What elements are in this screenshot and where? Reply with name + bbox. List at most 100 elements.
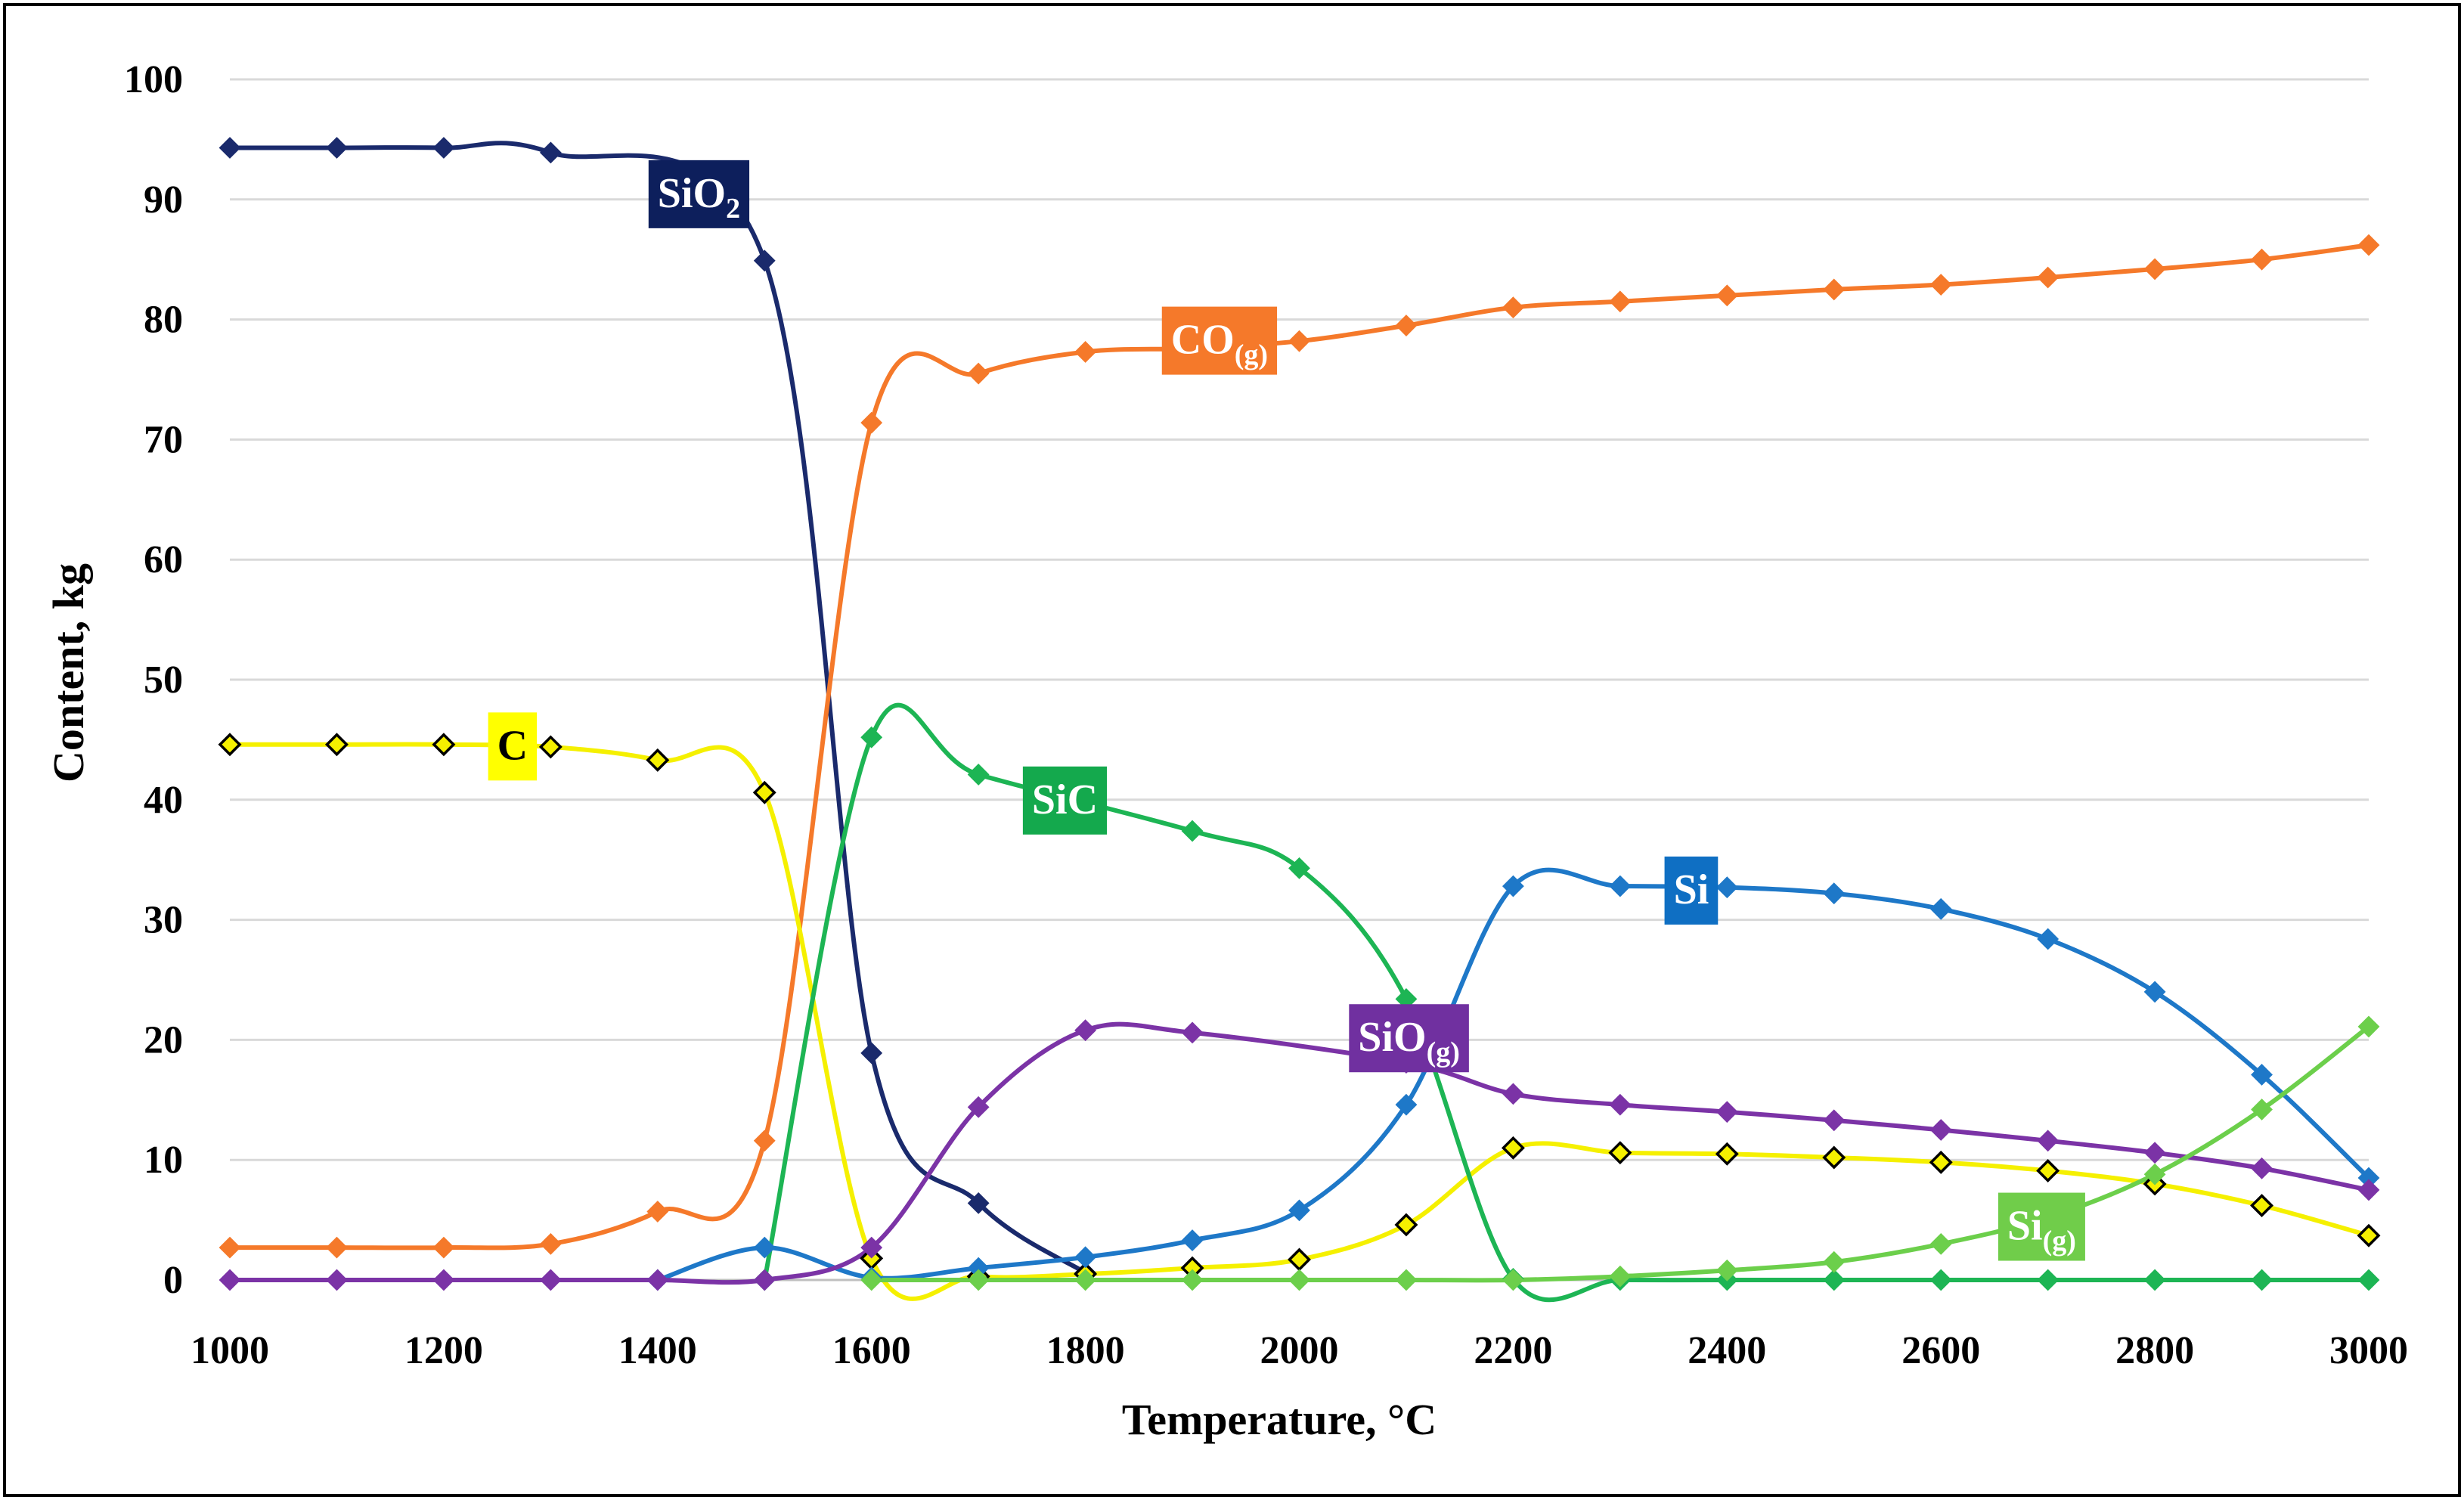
marker-si [1395, 1093, 1418, 1116]
marker-sic [1823, 1269, 1846, 1291]
series-line-sio2 [228, 141, 1088, 1275]
y-tick-label: 10 [144, 1139, 183, 1182]
marker-sio2 [432, 137, 455, 159]
marker-sio2 [967, 1192, 990, 1214]
marker-c [1608, 1141, 1632, 1165]
x-tick-label: 1000 [191, 1329, 269, 1372]
marker-si-g [860, 1269, 883, 1291]
series-label-box [1664, 856, 1719, 925]
marker-co-g [2037, 266, 2060, 289]
marker-si [1288, 1199, 1310, 1222]
series-label-si-g: Si(g) [1998, 1192, 2085, 1261]
marker-sio2 [753, 249, 776, 272]
marker-si-g [2143, 1163, 2166, 1185]
marker-c [2036, 1159, 2060, 1182]
marker-co-g [539, 1232, 562, 1255]
series-line-si [655, 867, 2371, 1282]
y-tick-label: 40 [144, 779, 183, 822]
series-line-si-g [869, 1024, 2371, 1283]
y-tick-label: 70 [144, 418, 183, 461]
marker-c [1501, 1136, 1525, 1160]
marker-c [1929, 1150, 1953, 1174]
marker-sio-g [219, 1269, 241, 1291]
series-label-text: C [497, 722, 528, 769]
marker-sio-g [539, 1269, 562, 1291]
marker-sio-g [2143, 1142, 2166, 1164]
marker-co-g [646, 1201, 669, 1223]
series-label-text: Si [1674, 866, 1709, 913]
series-markers [218, 137, 2381, 1291]
series-label-text: SiC [1032, 776, 1098, 823]
series-label-box [1998, 1192, 2085, 1261]
series-label-sio-g: SiO(g) [1349, 1004, 1469, 1073]
series-line-sio-g [228, 1021, 2371, 1285]
marker-sio-g [646, 1269, 669, 1291]
marker-sio-g [1181, 1021, 1204, 1044]
marker-sic [967, 764, 990, 786]
marker-si-g [967, 1269, 990, 1291]
y-tick-label: 100 [124, 58, 183, 101]
tick-labels: 0 10 20 30 40 50 60 70 80 90 100 1000 1200 1400 1600 18… [124, 58, 2408, 1372]
x-tick-label: 1200 [404, 1329, 483, 1372]
marker-sio-g [2037, 1130, 2060, 1152]
marker-c [1715, 1142, 1739, 1166]
marker-sio-g [1502, 1083, 1524, 1105]
chart-frame [3, 3, 2461, 1497]
marker-si-g [1395, 1269, 1418, 1291]
marker-si-g [1609, 1265, 1632, 1288]
marker-sio-g [1929, 1119, 1952, 1141]
marker-sic [2251, 1269, 2273, 1291]
marker-sio-g [860, 1236, 883, 1259]
y-tick-label: 20 [144, 1018, 183, 1061]
marker-si-g [2251, 1099, 2273, 1120]
marker-co-g [1609, 290, 1632, 313]
x-tick-label: 2800 [2115, 1329, 2194, 1372]
marker-co-g [1502, 296, 1524, 319]
y-tick-label: 60 [144, 538, 183, 581]
marker-si-g [1929, 1232, 1952, 1255]
marker-si-g [1502, 1269, 1524, 1291]
marker-si-g [1181, 1269, 1204, 1291]
series-label-text: CO(g) [1171, 317, 1268, 371]
x-tick-label: 1800 [1046, 1329, 1125, 1372]
marker-c [324, 733, 349, 757]
x-tick-label: 3000 [2329, 1329, 2408, 1372]
marker-sio-g [326, 1269, 348, 1291]
marker-si-g [2357, 1015, 2380, 1038]
marker-sic [1929, 1269, 1952, 1291]
x-tick-label: 2600 [1901, 1329, 1980, 1372]
marker-si [2251, 1064, 2273, 1086]
marker-c [1822, 1145, 1846, 1170]
series-label-si: Si [1664, 856, 1719, 925]
marker-sic [2037, 1269, 2060, 1291]
marker-c [538, 735, 563, 759]
marker-sic [1288, 857, 1310, 879]
x-tick-label: 1400 [618, 1329, 697, 1372]
marker-sio-g [2357, 1179, 2380, 1201]
marker-co-g [2251, 248, 2273, 271]
marker-sio-g [753, 1269, 776, 1291]
marker-sio-g [2251, 1157, 2273, 1179]
marker-co-g [2143, 258, 2166, 280]
marker-co-g [860, 411, 883, 434]
marker-c [1394, 1213, 1418, 1237]
marker-co-g [1074, 341, 1097, 363]
marker-sio-g [1716, 1101, 1738, 1123]
marker-sic [860, 726, 883, 748]
marker-si [1181, 1229, 1204, 1252]
marker-co-g [326, 1236, 348, 1259]
marker-si-g [1716, 1259, 1738, 1282]
marker-si-g [1288, 1269, 1310, 1291]
marker-si [2037, 928, 2060, 950]
series-label-box [1349, 1004, 1469, 1073]
marker-sio-g [1074, 1019, 1097, 1042]
series-line-c [228, 742, 2371, 1301]
marker-sio2 [539, 141, 562, 164]
marker-sic [2143, 1269, 2166, 1291]
marker-co-g [1716, 284, 1738, 307]
series-label-box [648, 160, 750, 228]
series-label-c: C [488, 712, 538, 781]
marker-co-g [2357, 234, 2380, 256]
marker-si-g [1823, 1251, 1846, 1273]
series-label-text: SiO2 [658, 170, 740, 225]
